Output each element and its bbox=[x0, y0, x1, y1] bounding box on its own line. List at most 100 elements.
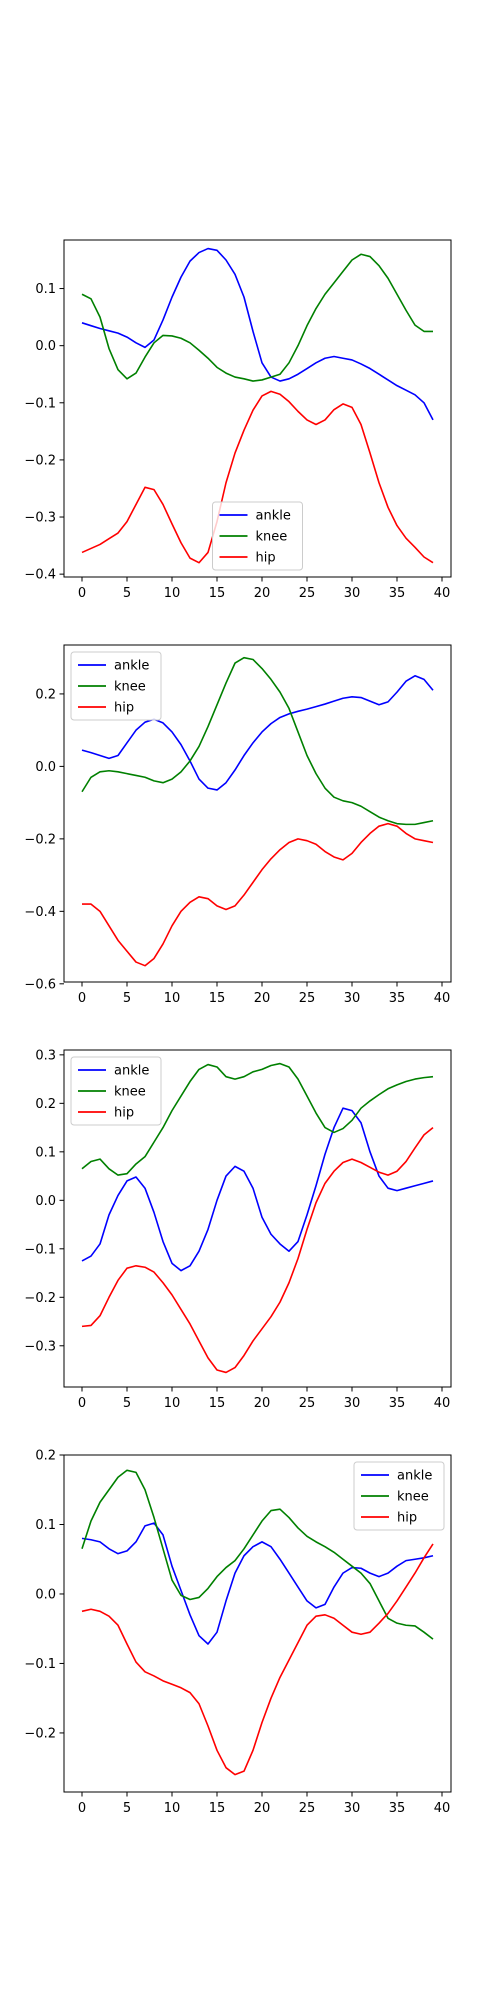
y-tick-label: −0.3 bbox=[24, 511, 56, 526]
y-tick-label: 0.2 bbox=[35, 687, 56, 702]
series-line-hip bbox=[81, 1126, 434, 1374]
y-tick-label: 0.0 bbox=[35, 339, 56, 354]
series-line-ankle bbox=[81, 674, 434, 791]
x-tick-label: 10 bbox=[164, 1801, 181, 1816]
x-tick-label: 30 bbox=[344, 586, 361, 601]
y-tick-label: 0.1 bbox=[35, 1518, 56, 1533]
legend-label-knee: knee bbox=[397, 1490, 429, 1505]
legend-box bbox=[70, 1056, 162, 1126]
x-tick-label: 25 bbox=[299, 1396, 316, 1411]
legend: ankle knee hip bbox=[70, 1056, 162, 1126]
series-line-ankle bbox=[81, 1107, 434, 1272]
legend: ankle knee hip bbox=[353, 1461, 445, 1531]
series-line-knee bbox=[81, 1469, 434, 1640]
series-line-knee bbox=[81, 1062, 434, 1176]
x-tick-label: 40 bbox=[434, 586, 451, 601]
series-line-knee bbox=[81, 656, 434, 826]
x-tick-label: 15 bbox=[209, 991, 226, 1006]
plot-frame bbox=[63, 1454, 452, 1793]
y-tick-label: 0.0 bbox=[35, 1587, 56, 1602]
legend-label-knee: knee bbox=[114, 680, 146, 695]
x-tick-label: 0 bbox=[78, 1801, 86, 1816]
y-tick-label: −0.1 bbox=[24, 396, 56, 411]
legend-box bbox=[212, 501, 303, 571]
y-tick-label: −0.1 bbox=[24, 1657, 56, 1672]
x-tick-label: 30 bbox=[344, 991, 361, 1006]
y-tick-label: −0.4 bbox=[24, 905, 56, 920]
y-tick-label: 0.2 bbox=[35, 1449, 56, 1464]
x-tick-label: 30 bbox=[344, 1396, 361, 1411]
x-tick-label: 10 bbox=[164, 991, 181, 1006]
legend-label-hip: hip bbox=[114, 701, 134, 716]
x-tick-label: 20 bbox=[254, 586, 271, 601]
legend-box bbox=[353, 1461, 445, 1531]
x-tick-label: 0 bbox=[78, 991, 86, 1006]
x-tick-label: 35 bbox=[389, 1396, 406, 1411]
x-tick-label: 35 bbox=[389, 991, 406, 1006]
legend-label-hip: hip bbox=[397, 1511, 417, 1526]
series-line-ankle bbox=[81, 247, 434, 421]
legend: ankle knee hip bbox=[70, 651, 162, 721]
y-tick-label: 0.1 bbox=[35, 1145, 56, 1160]
y-tick-label: −0.2 bbox=[24, 1726, 56, 1741]
legend-label-ankle: ankle bbox=[114, 1064, 149, 1079]
x-tick-label: 35 bbox=[389, 1801, 406, 1816]
x-tick-label: 0 bbox=[78, 586, 86, 601]
y-tick-label: −0.6 bbox=[24, 977, 56, 992]
x-tick-label: 10 bbox=[164, 586, 181, 601]
x-tick-label: 15 bbox=[209, 1396, 226, 1411]
x-tick-label: 35 bbox=[389, 586, 406, 601]
y-tick-label: 0.0 bbox=[35, 1194, 56, 1209]
series-line-hip bbox=[81, 1543, 434, 1776]
legend-label-ankle: ankle bbox=[114, 659, 149, 674]
plot-frame bbox=[63, 239, 452, 578]
x-tick-label: 5 bbox=[123, 1801, 131, 1816]
legend-label-hip: hip bbox=[114, 1106, 134, 1121]
y-tick-label: −0.2 bbox=[24, 1291, 56, 1306]
x-tick-label: 10 bbox=[164, 1396, 181, 1411]
legend-label-knee: knee bbox=[256, 530, 288, 545]
legend: ankle knee hip bbox=[212, 501, 303, 571]
x-tick-label: 40 bbox=[434, 1396, 451, 1411]
y-tick-label: 0.1 bbox=[35, 282, 56, 297]
x-tick-label: 25 bbox=[299, 1801, 316, 1816]
legend-label-ankle: ankle bbox=[397, 1469, 432, 1484]
legend-label-ankle: ankle bbox=[256, 509, 291, 524]
legend-label-hip: hip bbox=[256, 551, 276, 566]
y-tick-label: 0.3 bbox=[35, 1048, 56, 1063]
x-tick-label: 20 bbox=[254, 1396, 271, 1411]
plot-frame bbox=[63, 1049, 452, 1388]
y-tick-label: 0.0 bbox=[35, 760, 56, 775]
x-tick-label: 40 bbox=[434, 991, 451, 1006]
x-tick-label: 5 bbox=[123, 991, 131, 1006]
x-tick-label: 25 bbox=[299, 991, 316, 1006]
legend-box bbox=[70, 651, 162, 721]
y-tick-label: −0.1 bbox=[24, 1242, 56, 1257]
x-tick-label: 20 bbox=[254, 1801, 271, 1816]
series-line-ankle bbox=[81, 1522, 434, 1645]
y-tick-label: −0.2 bbox=[24, 453, 56, 468]
legend-label-knee: knee bbox=[114, 1085, 146, 1100]
chart-3: 0 5 10 15 20 25 30 35 40 0.3 0.2 0.1 0.0 −0.1 −0.2 −0.3… bbox=[24, 1048, 452, 1411]
y-tick-label: −0.3 bbox=[24, 1339, 56, 1354]
x-tick-label: 15 bbox=[209, 1801, 226, 1816]
series-line-hip bbox=[82, 822, 434, 967]
chart-4: 0 5 10 15 20 25 30 35 40 0.2 0.1 0.0 −0.1 −0.2 ankle kn… bbox=[24, 1449, 452, 1816]
series-line-knee bbox=[81, 253, 433, 382]
x-tick-label: 5 bbox=[123, 586, 131, 601]
chart-2: 0 5 10 15 20 25 30 35 40 0.2 0.0 −0.2 −0.4 −0.6 ankle k… bbox=[24, 644, 452, 1006]
plot-frame bbox=[63, 644, 452, 983]
y-tick-label: −0.4 bbox=[24, 568, 56, 583]
x-tick-label: 25 bbox=[299, 586, 316, 601]
series-line-hip bbox=[81, 390, 434, 564]
y-tick-label: 0.2 bbox=[35, 1097, 56, 1112]
x-tick-label: 5 bbox=[123, 1396, 131, 1411]
x-tick-label: 0 bbox=[78, 1396, 86, 1411]
x-tick-label: 15 bbox=[209, 586, 226, 601]
y-tick-label: −0.2 bbox=[24, 832, 56, 847]
chart-1: 0 5 10 15 20 25 30 35 40 0.1 0.0 −0.1 −0.2 −0.3 −0.4 an… bbox=[24, 239, 452, 601]
x-tick-label: 40 bbox=[434, 1801, 451, 1816]
x-tick-label: 20 bbox=[254, 991, 271, 1006]
x-tick-label: 30 bbox=[344, 1801, 361, 1816]
